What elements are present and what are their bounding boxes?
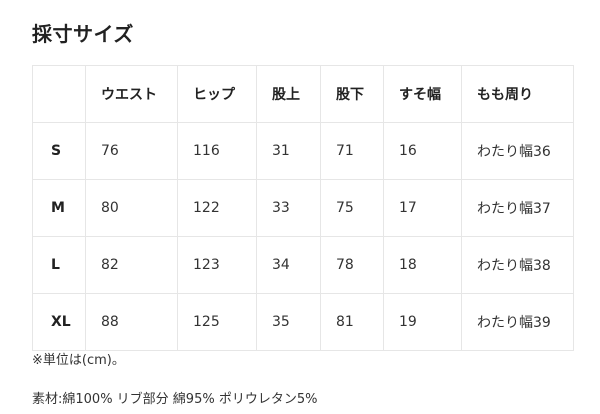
- header-cell: [32, 65, 86, 123]
- size-label: S: [32, 122, 86, 180]
- table-cell: わたり幅38: [461, 236, 574, 294]
- table-cell: 17: [383, 179, 462, 237]
- table-cell: 116: [177, 122, 257, 180]
- table-cell: 122: [177, 179, 257, 237]
- table-cell: 82: [85, 236, 178, 294]
- size-label: L: [32, 236, 86, 294]
- table-cell: 75: [320, 179, 384, 237]
- table-cell: 88: [85, 293, 178, 351]
- table-cell: 123: [177, 236, 257, 294]
- table-row: M 80 122 33 75 17 わたり幅37: [32, 179, 574, 237]
- size-label: XL: [32, 293, 86, 351]
- table-cell: 76: [85, 122, 178, 180]
- table-cell: 78: [320, 236, 384, 294]
- header-cell: すそ幅: [383, 65, 462, 123]
- header-cell: 股上: [256, 65, 321, 123]
- header-cell: ウエスト: [85, 65, 178, 123]
- table-cell: 19: [383, 293, 462, 351]
- page-title: 採寸サイズ: [32, 22, 134, 46]
- table-row: S 76 116 31 71 16 わたり幅36: [32, 122, 574, 180]
- size-table: ウエスト ヒップ 股上 股下 すそ幅 もも周り S 76 116 31 71 16 わたり幅…: [32, 65, 574, 351]
- table-cell: 33: [256, 179, 321, 237]
- table-cell: 31: [256, 122, 321, 180]
- header-cell: もも周り: [461, 65, 574, 123]
- material-text: 素材:綿100% リブ部分 綿95% ポリウレタン5%: [32, 392, 318, 407]
- table-cell: 18: [383, 236, 462, 294]
- table-cell: 34: [256, 236, 321, 294]
- table-cell: 125: [177, 293, 257, 351]
- table-row: XL 88 125 35 81 19 わたり幅39: [32, 293, 574, 351]
- header-cell: ヒップ: [177, 65, 257, 123]
- table-cell: 71: [320, 122, 384, 180]
- table-cell: わたり幅36: [461, 122, 574, 180]
- table-cell: 35: [256, 293, 321, 351]
- table-cell: 80: [85, 179, 178, 237]
- table-cell: わたり幅37: [461, 179, 574, 237]
- unit-note: ※単位は(cm)。: [32, 353, 125, 368]
- table-header-row: ウエスト ヒップ 股上 股下 すそ幅 もも周り: [32, 65, 574, 123]
- header-cell: 股下: [320, 65, 384, 123]
- table-row: L 82 123 34 78 18 わたり幅38: [32, 236, 574, 294]
- table-cell: わたり幅39: [461, 293, 574, 351]
- size-label: M: [32, 179, 86, 237]
- table-cell: 81: [320, 293, 384, 351]
- table-cell: 16: [383, 122, 462, 180]
